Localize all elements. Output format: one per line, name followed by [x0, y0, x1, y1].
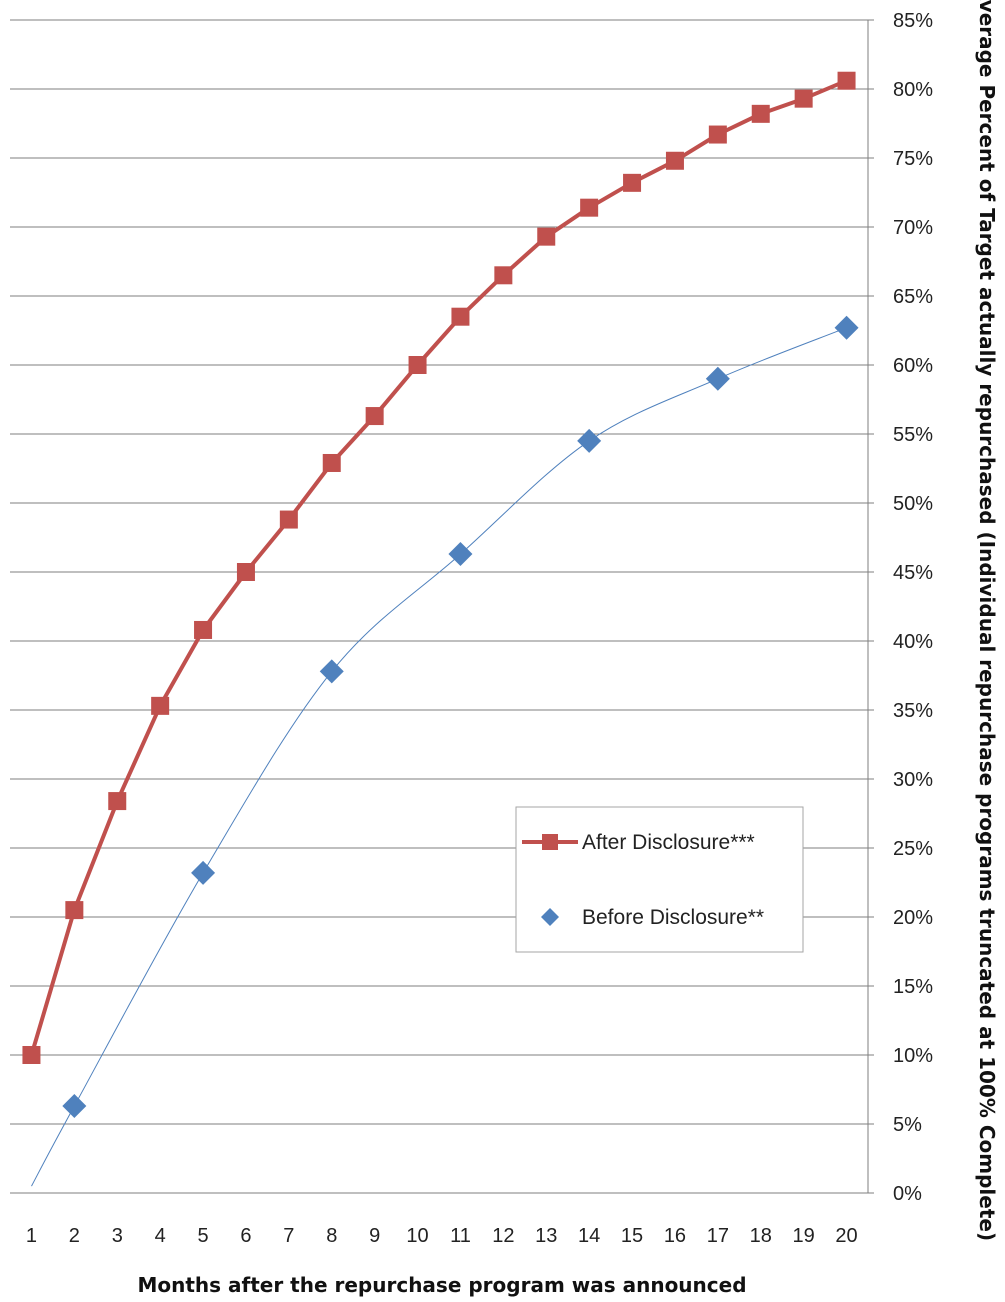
y-tick-label: 50%	[893, 493, 933, 515]
after-disclosure-point	[494, 266, 513, 285]
y-axis-ticks: 0% 5% 10% 15% 20% 25% 30% 35% 40% 45% 50% 55% 60% 65%…	[868, 10, 933, 1205]
x-tick-label: 12	[492, 1225, 514, 1247]
legend: After Disclosure*** Before Disclosure**	[515, 806, 804, 953]
after-disclosure-point	[322, 453, 341, 472]
before-disclosure-point	[705, 366, 730, 391]
after-disclosure-point	[580, 198, 599, 217]
before-disclosure-point	[191, 860, 216, 885]
after-disclosure-point	[537, 227, 556, 246]
x-tick-label: 5	[197, 1225, 208, 1247]
after-disclosure-point	[65, 901, 84, 920]
x-tick-label: 9	[369, 1225, 380, 1247]
legend-after-label: After Disclosure***	[582, 831, 755, 854]
x-tick-label: 3	[112, 1225, 123, 1247]
after-disclosure-point	[451, 307, 470, 326]
legend-before-marker	[541, 908, 559, 926]
before-disclosure-point	[448, 542, 473, 567]
after-disclosure-point	[365, 407, 384, 426]
legend-before-label: Before Disclosure**	[582, 906, 764, 929]
x-tick-label: 4	[155, 1225, 166, 1247]
x-axis-title: Months after the repurchase program was …	[137, 1273, 746, 1297]
x-tick-label: 6	[240, 1225, 251, 1247]
after-disclosure-point	[751, 104, 770, 123]
y-tick-label: 70%	[893, 217, 933, 239]
after-disclosure-point	[236, 563, 255, 581]
y-tick-label: 20%	[893, 907, 933, 929]
x-tick-label: 10	[406, 1225, 428, 1247]
x-tick-label: 14	[578, 1225, 600, 1247]
x-tick-label: 7	[283, 1225, 294, 1247]
y-tick-label: 80%	[893, 79, 933, 101]
x-tick-label: 20	[835, 1225, 857, 1247]
after-disclosure-point	[279, 510, 298, 529]
y-tick-label: 0%	[893, 1183, 922, 1205]
x-axis-ticks: 1 2 3 4 5 6 7 8 9 10 11 12 13 14 15 16 17 18 19 20	[26, 1225, 858, 1247]
after-disclosure-point	[22, 1046, 41, 1064]
y-tick-label: 40%	[893, 631, 933, 653]
x-tick-label: 1	[26, 1225, 37, 1247]
after-disclosure-point	[794, 89, 813, 108]
x-tick-label: 16	[664, 1225, 686, 1247]
after-disclosure-point	[408, 356, 427, 374]
after-disclosure-point	[837, 71, 856, 90]
y-axis-title: Average Percent of Target actually repur…	[975, 0, 999, 1241]
after-disclosure-point	[194, 620, 213, 639]
y-tick-label: 25%	[893, 838, 933, 860]
series-layer	[22, 71, 859, 1187]
y-tick-label: 5%	[893, 1114, 922, 1136]
legend-box	[515, 806, 804, 953]
x-tick-label: 8	[326, 1225, 337, 1247]
after-disclosure-point	[708, 125, 727, 144]
after-disclosure-point	[665, 151, 684, 170]
x-tick-label: 13	[535, 1225, 557, 1247]
y-tick-label: 45%	[893, 562, 933, 584]
after-disclosure-point	[108, 792, 127, 811]
x-tick-label: 11	[450, 1225, 471, 1247]
after-disclosure-point	[151, 696, 170, 715]
gridlines	[10, 19, 868, 1125]
y-tick-label: 30%	[893, 769, 933, 791]
before-disclosure-point	[319, 659, 344, 684]
x-tick-label: 19	[793, 1225, 815, 1247]
before-disclosure-point	[577, 428, 602, 453]
before-disclosure-point	[62, 1094, 87, 1119]
x-tick-label: 17	[707, 1225, 729, 1247]
after-disclosure-point	[623, 173, 642, 192]
y-tick-label: 15%	[893, 976, 933, 998]
legend-after-marker	[542, 834, 558, 850]
y-tick-label: 65%	[893, 286, 933, 308]
y-tick-label: 85%	[893, 10, 933, 32]
x-tick-label: 15	[621, 1225, 643, 1247]
y-tick-label: 35%	[893, 700, 933, 722]
y-tick-label: 55%	[893, 424, 933, 446]
before-disclosure-point	[834, 315, 859, 340]
y-tick-label: 75%	[893, 148, 933, 170]
y-tick-label: 10%	[893, 1045, 933, 1067]
y-tick-label: 60%	[893, 355, 933, 377]
before-disclosure-trendline	[31, 327, 847, 1187]
x-tick-label: 2	[69, 1225, 80, 1247]
x-tick-label: 18	[750, 1225, 772, 1247]
